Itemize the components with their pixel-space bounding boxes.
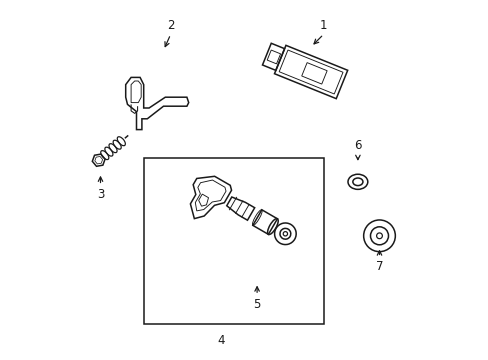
Text: 5: 5 xyxy=(253,298,260,311)
Text: 3: 3 xyxy=(97,188,104,201)
Bar xyxy=(143,158,323,324)
Text: 6: 6 xyxy=(353,139,361,152)
Text: 2: 2 xyxy=(166,19,174,32)
Text: 1: 1 xyxy=(319,19,327,32)
Text: 4: 4 xyxy=(217,334,224,347)
Text: 7: 7 xyxy=(375,260,383,273)
